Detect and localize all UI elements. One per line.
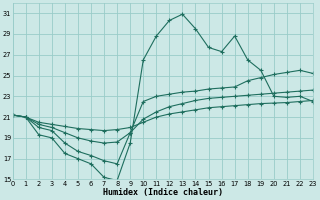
X-axis label: Humidex (Indice chaleur): Humidex (Indice chaleur)	[103, 188, 223, 197]
